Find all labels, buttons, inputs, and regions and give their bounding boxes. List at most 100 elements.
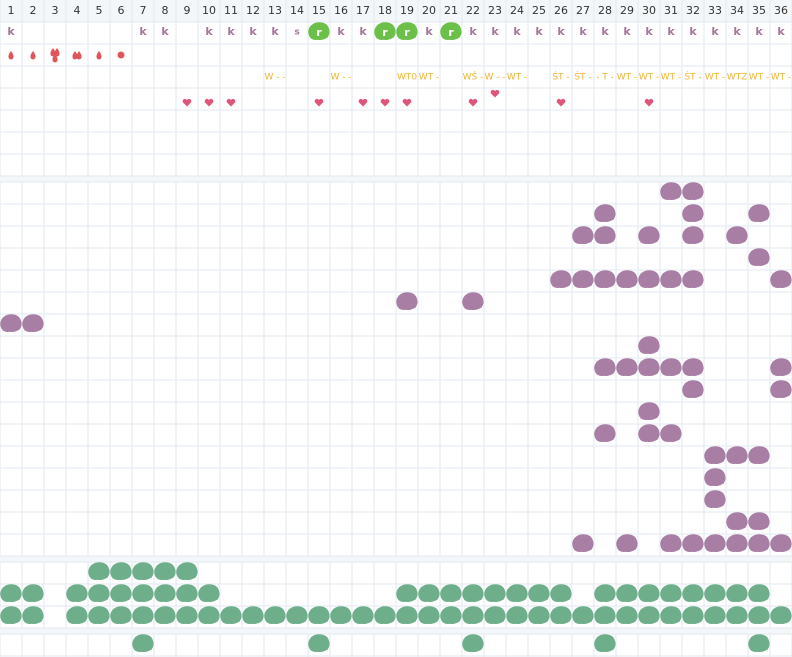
green-blob — [88, 584, 110, 602]
mark: k — [667, 25, 675, 38]
green-blob — [66, 606, 88, 624]
day-number: 9 — [184, 4, 191, 17]
day-number: 23 — [488, 4, 502, 17]
day-number: 7 — [140, 4, 147, 17]
day-number: 2 — [30, 4, 37, 17]
drop-icon — [72, 51, 78, 60]
purple-blob — [704, 446, 726, 464]
mark: s — [294, 28, 299, 38]
green-blob — [594, 634, 616, 652]
purple-blob — [770, 534, 792, 552]
purple-blob — [616, 270, 638, 288]
day-number: 13 — [268, 4, 282, 17]
green-blob — [748, 634, 770, 652]
day-number: 10 — [202, 4, 216, 17]
purple-blob — [594, 204, 616, 222]
mark: k — [227, 25, 235, 38]
day-number: 32 — [686, 4, 700, 17]
purple-blob — [726, 446, 748, 464]
green-blob — [616, 606, 638, 624]
day-number: 29 — [620, 4, 634, 17]
day-number: 15 — [312, 4, 326, 17]
day-number: 3 — [52, 4, 59, 17]
day-number: 24 — [510, 4, 524, 17]
day-number: 18 — [378, 4, 392, 17]
mark: k — [337, 25, 345, 38]
day-number: 33 — [708, 4, 722, 17]
mark: k — [557, 25, 565, 38]
purple-blob — [748, 446, 770, 464]
green-blob — [616, 584, 638, 602]
label: ŚT - — [552, 71, 569, 83]
day-number: 21 — [444, 4, 458, 17]
day-number: 30 — [642, 4, 656, 17]
day-number: 17 — [356, 4, 370, 17]
green-blob — [330, 606, 352, 624]
badge — [374, 22, 396, 40]
purple-blob — [0, 314, 22, 332]
purple-blob — [638, 402, 660, 420]
green-blob — [352, 606, 374, 624]
label: WT - — [705, 73, 726, 83]
green-blob — [110, 584, 132, 602]
badge — [396, 22, 418, 40]
green-blob — [704, 606, 726, 624]
green-blob — [726, 606, 748, 624]
badge — [440, 22, 462, 40]
mark: k — [139, 25, 147, 38]
drop-icon — [76, 51, 82, 60]
green-blob — [418, 584, 440, 602]
day-number: 8 — [162, 4, 169, 17]
day-number: 19 — [400, 4, 414, 17]
green-blob — [132, 634, 154, 652]
purple-blob — [704, 534, 726, 552]
purple-blob — [594, 270, 616, 288]
purple-blob — [660, 182, 682, 200]
green-blob — [88, 606, 110, 624]
purple-blob — [770, 358, 792, 376]
purple-blob — [660, 270, 682, 288]
mark: k — [645, 25, 653, 38]
green-blob — [176, 584, 198, 602]
mark: k — [205, 25, 213, 38]
green-blob — [286, 606, 308, 624]
label: - T - — [596, 73, 614, 83]
mark: k — [601, 25, 609, 38]
drop-icon — [30, 51, 36, 60]
day-number: 25 — [532, 4, 546, 17]
purple-blob — [638, 424, 660, 442]
mark: k — [755, 25, 763, 38]
green-blob — [154, 606, 176, 624]
drop-icon — [54, 48, 60, 57]
green-blob — [242, 606, 264, 624]
purple-blob — [682, 204, 704, 222]
purple-blob — [682, 226, 704, 244]
label: W - - — [264, 73, 285, 83]
label: WT - — [419, 73, 440, 83]
mark: k — [579, 25, 587, 38]
day-number: 31 — [664, 4, 678, 17]
drop-icon — [8, 51, 14, 60]
heart-icon — [380, 98, 390, 107]
green-blob — [550, 606, 572, 624]
purple-blob — [682, 182, 704, 200]
day-number: 34 — [730, 4, 744, 17]
green-blob — [638, 584, 660, 602]
label: WT - — [617, 73, 638, 83]
label: ŚT - — [574, 71, 591, 83]
label: W - - — [330, 73, 351, 83]
purple-blob — [594, 358, 616, 376]
purple-blob — [594, 226, 616, 244]
green-blob — [638, 606, 660, 624]
green-blob — [374, 606, 396, 624]
green-blob — [770, 606, 792, 624]
purple-blob — [22, 314, 44, 332]
day-number: 27 — [576, 4, 590, 17]
mark: k — [7, 25, 15, 38]
green-blob — [176, 606, 198, 624]
purple-blob — [704, 468, 726, 486]
label: WT - — [507, 73, 528, 83]
purple-blob — [748, 534, 770, 552]
heart-icon — [556, 98, 566, 107]
label: W - - — [484, 73, 505, 83]
